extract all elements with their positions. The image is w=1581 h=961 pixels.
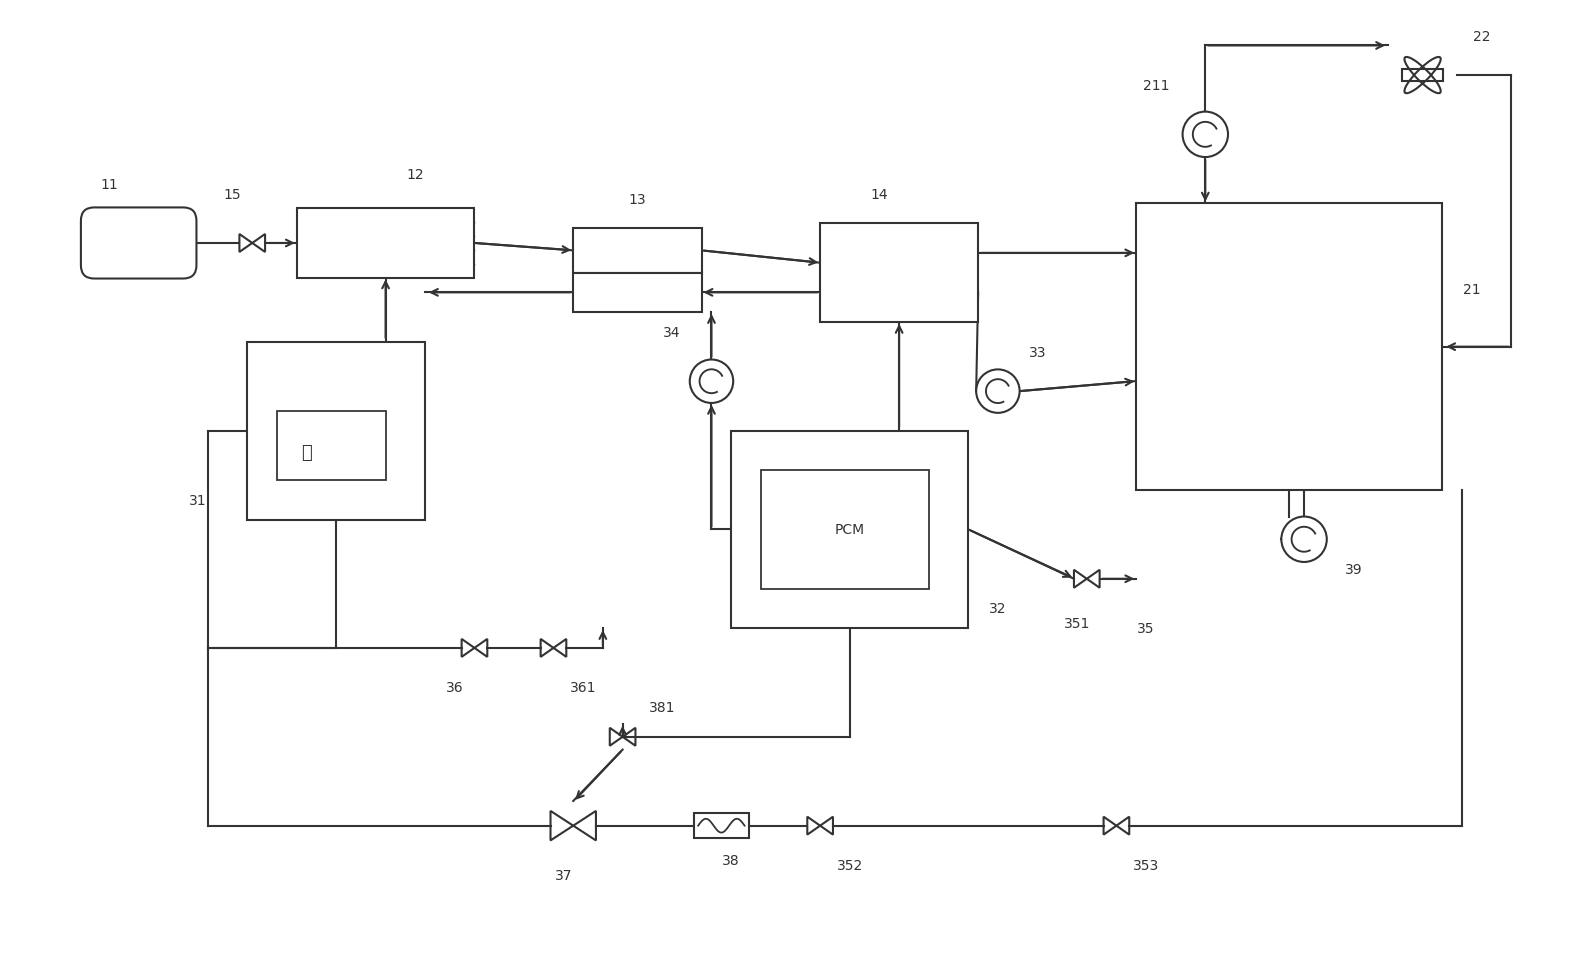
Text: 361: 361 bbox=[569, 680, 596, 695]
Bar bbox=[277, 411, 386, 480]
Text: 21: 21 bbox=[1462, 283, 1481, 297]
Text: 211: 211 bbox=[1143, 79, 1170, 93]
Text: 33: 33 bbox=[1029, 345, 1047, 359]
Text: PCM: PCM bbox=[835, 523, 865, 537]
Circle shape bbox=[1281, 517, 1326, 562]
Text: 351: 351 bbox=[1064, 617, 1089, 630]
Bar bbox=[574, 229, 702, 273]
Bar bbox=[821, 224, 979, 323]
Text: 11: 11 bbox=[100, 178, 119, 191]
Bar bbox=[1137, 205, 1442, 490]
Circle shape bbox=[1183, 112, 1228, 158]
Text: 22: 22 bbox=[1473, 30, 1491, 43]
Text: 39: 39 bbox=[1344, 562, 1363, 577]
Text: 35: 35 bbox=[1137, 622, 1154, 635]
Text: 14: 14 bbox=[871, 187, 889, 202]
FancyBboxPatch shape bbox=[81, 209, 196, 280]
Bar bbox=[732, 431, 968, 628]
Bar bbox=[694, 813, 748, 838]
Bar bbox=[574, 273, 702, 312]
Text: 37: 37 bbox=[555, 868, 572, 882]
Text: 13: 13 bbox=[629, 192, 647, 207]
Text: 水: 水 bbox=[302, 443, 311, 461]
Text: 352: 352 bbox=[836, 858, 863, 873]
Text: 38: 38 bbox=[723, 853, 740, 868]
Bar bbox=[247, 342, 425, 520]
Text: 31: 31 bbox=[190, 493, 207, 507]
Circle shape bbox=[689, 360, 734, 404]
Circle shape bbox=[975, 370, 1020, 413]
Text: 381: 381 bbox=[648, 701, 675, 714]
Text: 32: 32 bbox=[990, 602, 1007, 616]
Text: 15: 15 bbox=[223, 187, 242, 202]
Bar bbox=[1402, 70, 1443, 82]
Text: 353: 353 bbox=[1134, 858, 1159, 873]
Text: 36: 36 bbox=[446, 680, 463, 695]
Text: 34: 34 bbox=[664, 326, 681, 339]
Text: 12: 12 bbox=[406, 167, 424, 182]
Bar bbox=[297, 209, 474, 279]
Bar bbox=[760, 471, 928, 589]
